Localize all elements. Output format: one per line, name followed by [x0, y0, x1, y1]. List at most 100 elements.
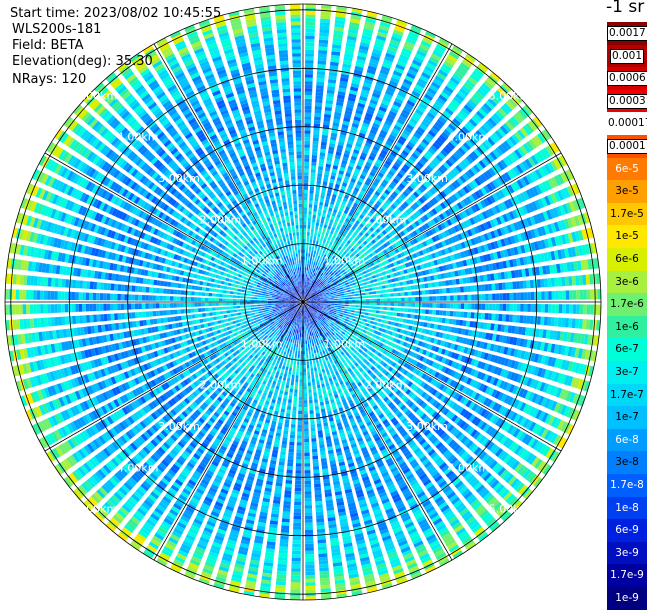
ppi-gate [506, 293, 510, 300]
ppi-gate [373, 306, 377, 309]
ppi-gate [309, 197, 313, 201]
ppi-gate [372, 310, 376, 313]
ppi-gate [303, 334, 304, 338]
ppi-gate [309, 246, 311, 250]
ppi-gate [306, 330, 308, 334]
ppi-gate [305, 340, 307, 344]
ppi-gate [309, 354, 311, 358]
ppi-gate [498, 283, 502, 290]
ppi-gate [368, 288, 372, 291]
ppi-gate [353, 316, 357, 319]
ppi-gate [572, 276, 576, 286]
ppi-gate [350, 315, 354, 318]
ppi-gate [359, 305, 363, 307]
ppi-gate [320, 149, 326, 153]
ppi-gate [320, 223, 324, 227]
ppi-gate [404, 308, 408, 312]
ppi-gate [311, 350, 313, 354]
ppi-gate [392, 317, 396, 321]
ppi-gate [523, 281, 527, 289]
ppi-gate [331, 307, 335, 309]
ppi-gate [314, 342, 317, 346]
ppi-gate [531, 304, 535, 312]
ppi-gate [338, 300, 342, 301]
ppi-gate [315, 191, 319, 195]
ppi-gate [304, 204, 308, 208]
ppi-gate [382, 285, 386, 289]
ppi-gate [408, 303, 412, 307]
ppi-gate [495, 283, 499, 290]
ppi-gate [334, 299, 338, 301]
ppi-gate [363, 299, 367, 301]
ppi-gate [547, 278, 551, 287]
ppi-gate [314, 484, 321, 488]
ppi-gate [309, 204, 313, 208]
ppi-gate [315, 346, 318, 350]
ppi-gate [317, 423, 322, 427]
ppi-gate [576, 304, 580, 314]
ppi-gate [379, 311, 383, 314]
ppi-gate [334, 306, 338, 308]
ppi-gate [331, 304, 335, 305]
ppi-gate [397, 313, 401, 317]
ppi-gate [509, 282, 513, 290]
ppi-gate [309, 340, 311, 344]
ppi-gate [315, 229, 318, 233]
ppi-gate [304, 162, 309, 166]
ppi-gate [554, 278, 558, 287]
ppi-gate [375, 314, 379, 317]
ppi-gate [387, 298, 391, 301]
ppi-gate [318, 370, 321, 374]
ppi-gate [342, 286, 346, 289]
ppi-gate [359, 303, 363, 305]
ppi-gate [516, 315, 520, 323]
ppi-gate [304, 442, 309, 446]
ppi-gate [377, 303, 381, 306]
ppi-gate [305, 36, 314, 40]
ppi-gate [371, 317, 375, 320]
ppi-gate [481, 285, 485, 292]
ppi-gate [373, 299, 377, 302]
ppi-gate [314, 247, 317, 251]
ppi-gate [304, 200, 308, 204]
ppi-gate [316, 341, 319, 345]
ppi-gate [475, 294, 479, 300]
ppi-gate [587, 305, 591, 315]
ppi-gate [314, 258, 317, 262]
ppi-gate [368, 284, 372, 287]
ppi-gate [573, 290, 577, 300]
ppi-gate [315, 103, 322, 107]
ppi-gate [401, 308, 405, 312]
ppi-gate [324, 306, 328, 307]
ppi-gate [496, 304, 500, 311]
ppi-gate [348, 295, 352, 297]
ppi-gate [369, 306, 373, 309]
ppi-gate [327, 305, 331, 306]
ppi-gate [538, 292, 542, 300]
ppi-gate [446, 288, 450, 293]
ppi-gate [380, 303, 384, 306]
ppi-gate [537, 316, 541, 325]
ppi-gate [310, 187, 314, 191]
ppi-gate [520, 292, 524, 300]
ppi-gate [322, 242, 325, 246]
ppi-gate [311, 332, 313, 336]
ppi-gate [304, 421, 308, 425]
ppi-gate [348, 305, 352, 307]
ppi-gate [311, 261, 313, 265]
ppi-gate [319, 241, 322, 245]
ppi-gate [304, 137, 310, 141]
ppi-gate [303, 253, 305, 257]
ppi-gate [555, 304, 559, 313]
ppi-gate [383, 290, 387, 293]
ppi-gate [506, 304, 510, 311]
ppi-gate [327, 298, 331, 299]
ppi-gate [314, 233, 317, 237]
ppi-gate [426, 303, 430, 307]
ppi-gate [305, 333, 307, 337]
ppi-gate [303, 260, 305, 264]
ppi-gate [419, 303, 423, 307]
ppi-gate [309, 400, 313, 404]
ppi-gate [314, 399, 318, 403]
ppi-gate [439, 310, 443, 315]
